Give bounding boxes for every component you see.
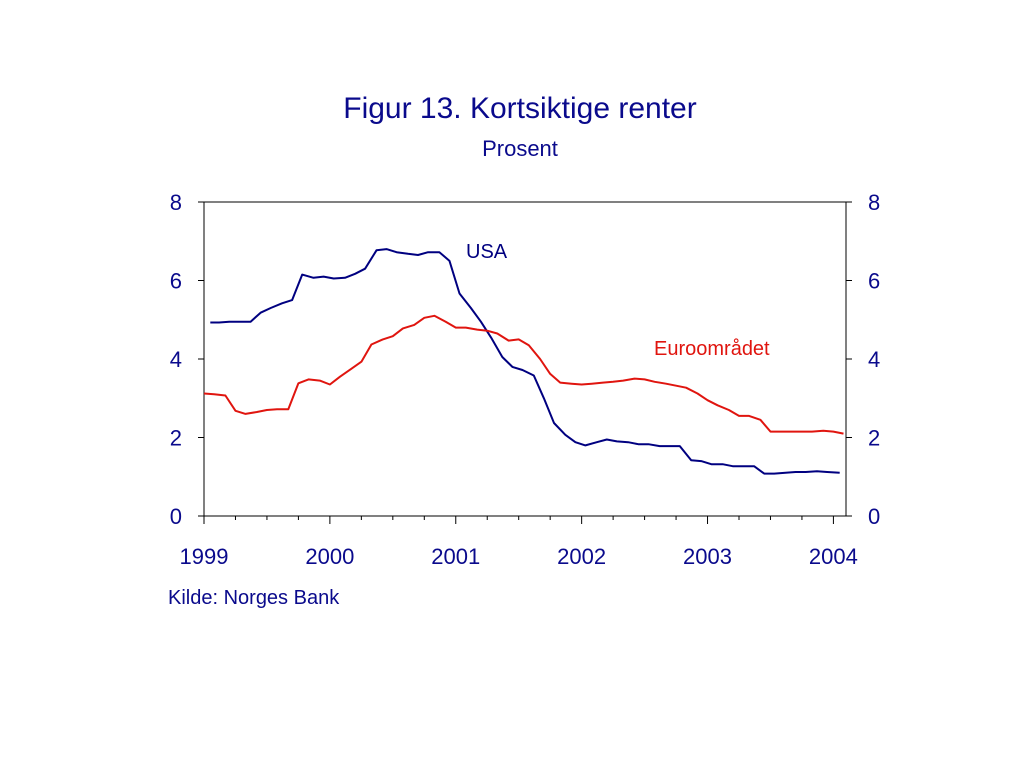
source-note: Kilde: Norges Bank bbox=[168, 587, 340, 609]
chart-subtitle: Prosent bbox=[482, 136, 558, 161]
x-tick-label: 2002 bbox=[557, 544, 606, 569]
x-tick-label: 2001 bbox=[431, 544, 480, 569]
x-tick-label: 2003 bbox=[683, 544, 732, 569]
y-tick-label-left: 4 bbox=[170, 347, 182, 372]
y-tick-label-right: 8 bbox=[868, 190, 880, 215]
y-tick-label-right: 6 bbox=[868, 269, 880, 294]
euro-series-line bbox=[203, 314, 844, 435]
usa-series-label: USA bbox=[466, 241, 508, 263]
y-tick-label-right: 4 bbox=[868, 347, 880, 372]
x-tick-label: 2000 bbox=[305, 544, 354, 569]
y-tick-label-left: 6 bbox=[170, 269, 182, 294]
y-tick-label-right: 2 bbox=[868, 426, 880, 451]
y-tick-label-right: 0 bbox=[868, 504, 880, 529]
chart-title: Figur 13. Kortsiktige renter bbox=[343, 92, 697, 125]
euro-series-label: Euroområdet bbox=[654, 338, 770, 360]
usa-series-line bbox=[210, 248, 840, 475]
y-tick-label-left: 2 bbox=[170, 426, 182, 451]
y-tick-label-left: 0 bbox=[170, 504, 182, 529]
y-tick-label-left: 8 bbox=[170, 190, 182, 215]
x-tick-label: 1999 bbox=[180, 544, 229, 569]
x-tick-label: 2004 bbox=[809, 544, 858, 569]
